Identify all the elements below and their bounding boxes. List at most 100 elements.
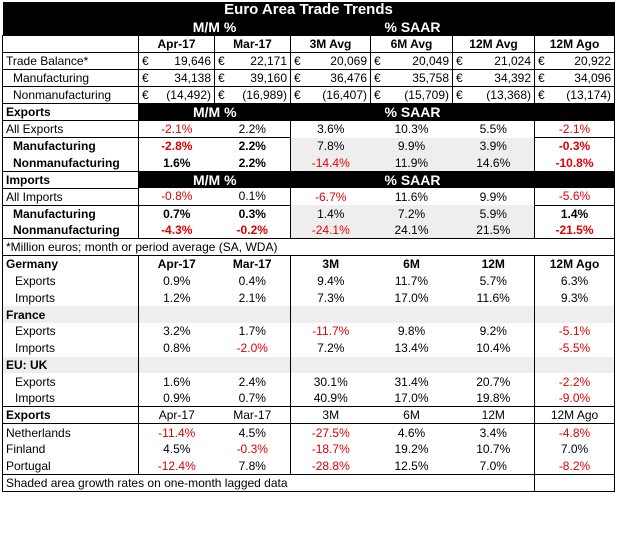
value-cell: 3.6% — [317, 122, 345, 137]
country-row: Exports 1.6% 2.4% 30.1% 31.4% 20.7% -2.2… — [2, 373, 615, 391]
value-cell: 12.5% — [370, 457, 453, 475]
value-cell: -0.2% — [214, 221, 291, 240]
country-header-row: France — [2, 306, 615, 323]
column-header-row: Apr-17 Mar-17 3M Avg 6M Avg 12M Avg 12M … — [2, 35, 615, 54]
currency-symbol: € — [456, 54, 463, 69]
value-cell: 0.7% — [138, 204, 215, 222]
currency-symbol: € — [374, 88, 381, 103]
section-label: Imports — [2, 170, 139, 189]
value-cell: 6.3% — [534, 272, 615, 290]
value-cell: 39,160 — [250, 71, 287, 86]
value-cell: 22,171 — [250, 54, 287, 69]
mm-section-label: M/M % — [138, 18, 291, 36]
value-cell: 7.2% — [370, 205, 453, 222]
value-cell: 3.4% — [452, 423, 535, 441]
balance-row: Manufacturing €34,138 €39,160 €36,476 €3… — [2, 69, 615, 88]
value-cell: 3.2% — [163, 324, 191, 339]
table-title: Euro Area Trade Trends — [2, 2, 615, 19]
value-cell: 2.1% — [214, 289, 291, 307]
value-cell: 19.2% — [394, 442, 429, 457]
row-label: Manufacturing — [2, 69, 139, 88]
country-name: EU: UK — [2, 356, 139, 374]
col-header: Mar-17 — [214, 406, 291, 425]
saar-section-label: % SAAR — [290, 171, 535, 189]
value-cell: 0.7% — [214, 390, 291, 408]
row-label: Nonmanufacturing — [2, 221, 139, 240]
mm-section-label: M/M % — [138, 103, 291, 121]
trade-table-container: Euro Area Trade Trends M/M % % SAAR Apr-… — [2, 2, 615, 492]
value-cell: 21,024 — [494, 54, 531, 69]
value-cell: (16,989) — [242, 88, 287, 103]
exports2-row: Finland 4.5% -0.3% -18.7% 19.2% 10.7% 7.… — [2, 440, 615, 458]
value-cell: -18.7% — [311, 442, 350, 457]
exports2-row: Portugal -12.4% 7.8% -28.8% 12.5% 7.0% -… — [2, 457, 615, 475]
col-header: Apr-17 — [138, 255, 215, 273]
value-cell: 1.6% — [163, 374, 191, 389]
currency-symbol: € — [294, 71, 301, 86]
value-cell: 5.9% — [452, 205, 535, 222]
exports-section-header: Exports M/M % % SAAR — [2, 103, 615, 122]
value-cell: 17.0% — [394, 290, 429, 305]
value-cell: 2.2% — [214, 154, 291, 172]
value-cell: 2.4% — [214, 373, 291, 391]
row-label: Portugal — [2, 457, 139, 475]
row-label: Nonmanufacturing — [2, 154, 139, 172]
value-cell: -28.8% — [290, 457, 371, 475]
row-label: Trade Balance* — [2, 52, 139, 71]
value-cell: 0.4% — [214, 272, 291, 290]
row-label: Imports — [2, 289, 139, 307]
currency-symbol: € — [218, 71, 225, 86]
col-header: 3M — [290, 406, 371, 425]
country-header-row: EU: UK — [2, 356, 615, 374]
value-cell: 10.4% — [452, 339, 535, 357]
row-label: Exports — [2, 373, 139, 391]
value-cell: 10.3% — [394, 122, 429, 137]
value-cell: 14.6% — [452, 154, 535, 172]
value-cell: -12.4% — [138, 457, 215, 475]
country-name: Germany — [2, 255, 139, 273]
row-label: Imports — [2, 390, 139, 408]
currency-symbol: € — [456, 71, 463, 86]
bottom-note-row: Shaded area growth rates on one-month la… — [2, 473, 615, 492]
value-cell: 7.0% — [452, 457, 535, 475]
value-cell: (13,368) — [486, 88, 531, 103]
value-cell: 24.1% — [370, 221, 453, 240]
col-header: 12M Ago — [534, 406, 615, 425]
value-cell: 1.6% — [138, 154, 215, 172]
exports-row: All Exports -2.1% 2.2% 3.6% 10.3% 5.5% -… — [2, 120, 615, 138]
imports-row: All Imports -0.8% 0.1% -6.7% 11.6% 9.9% … — [2, 188, 615, 206]
value-cell: 19,646 — [174, 54, 211, 69]
col-header: 6M — [370, 255, 453, 273]
value-cell: 7.2% — [317, 341, 345, 356]
value-cell: 4.6% — [397, 425, 426, 440]
value-cell: 34,392 — [494, 71, 531, 86]
country-header-row: Germany Apr-17 Mar-17 3M 6M 12M 12M Ago — [2, 255, 615, 273]
value-cell: -2.0% — [214, 339, 291, 357]
value-cell: -0.3% — [214, 440, 291, 458]
value-cell: 9.3% — [534, 289, 615, 307]
col-header: 6M — [370, 406, 453, 425]
value-cell: -9.0% — [534, 390, 615, 408]
exports-row: Manufacturing -2.8% 2.2% 7.8% 9.9% 3.9% … — [2, 137, 615, 155]
currency-symbol: € — [142, 88, 149, 103]
row-label: All Exports — [2, 120, 139, 138]
col-header: 12M — [452, 406, 535, 425]
currency-symbol: € — [538, 88, 545, 103]
value-cell: 7.3% — [317, 290, 345, 305]
balance-row: Nonmanufacturing € (14,492) € (16,989) € (1… — [2, 86, 615, 105]
row-label: Netherlands — [2, 423, 139, 441]
row-label: Imports — [2, 339, 139, 357]
value-cell: 19.8% — [452, 390, 535, 408]
currency-symbol: € — [538, 54, 545, 69]
value-cell: -2.8% — [138, 137, 215, 155]
value-cell: (14,492) — [166, 88, 211, 103]
value-cell: 4.5% — [214, 423, 291, 441]
value-cell: 1.4% — [290, 205, 371, 222]
currency-symbol: € — [142, 54, 149, 69]
value-cell: -10.8% — [534, 154, 615, 172]
value-cell: 5.7% — [452, 272, 535, 290]
value-cell: -5.1% — [534, 322, 615, 340]
value-cell: 36,476 — [330, 71, 367, 86]
currency-symbol: € — [294, 88, 301, 103]
currency-symbol: € — [456, 88, 463, 103]
